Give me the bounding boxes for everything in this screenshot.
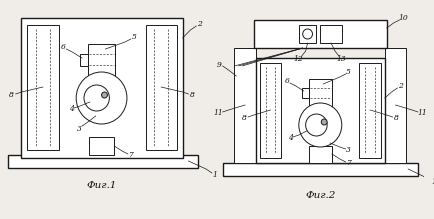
Bar <box>254 20 387 48</box>
Bar <box>302 88 309 98</box>
Bar <box>359 63 381 158</box>
Bar <box>256 58 385 163</box>
Bar <box>309 79 332 107</box>
Text: 4: 4 <box>288 134 293 142</box>
Text: 1: 1 <box>431 178 434 186</box>
Circle shape <box>102 92 108 98</box>
Text: 7: 7 <box>346 159 351 167</box>
Bar <box>27 25 59 150</box>
Text: 8: 8 <box>394 114 399 122</box>
Circle shape <box>303 29 312 39</box>
Text: 11: 11 <box>417 109 427 117</box>
Text: 8: 8 <box>242 114 247 122</box>
Text: 8: 8 <box>9 91 14 99</box>
Text: 2: 2 <box>197 20 202 28</box>
Text: 6: 6 <box>285 77 289 85</box>
Text: 6: 6 <box>61 43 66 51</box>
Bar <box>89 137 114 155</box>
Circle shape <box>76 72 127 124</box>
Text: 12: 12 <box>294 55 304 63</box>
Bar <box>299 25 316 43</box>
Bar <box>260 63 281 158</box>
Bar <box>88 44 115 76</box>
Bar <box>320 25 342 43</box>
Text: 7: 7 <box>128 151 133 159</box>
Text: 3: 3 <box>346 146 351 154</box>
Circle shape <box>299 103 342 147</box>
Bar <box>223 163 418 176</box>
Bar <box>8 155 198 168</box>
Text: 13: 13 <box>337 55 347 63</box>
Text: 11: 11 <box>214 109 224 117</box>
Text: 1: 1 <box>212 171 217 179</box>
Bar <box>145 25 177 150</box>
Text: 5: 5 <box>132 33 136 41</box>
Bar <box>22 18 183 158</box>
Circle shape <box>306 114 327 136</box>
Text: Фиг.1: Фиг.1 <box>86 180 117 189</box>
Bar <box>80 54 88 66</box>
Text: 2: 2 <box>398 82 403 90</box>
Text: 5: 5 <box>346 68 351 76</box>
Text: 4: 4 <box>69 105 74 113</box>
Bar <box>385 48 406 163</box>
Bar <box>234 48 256 163</box>
Bar <box>309 146 332 163</box>
Circle shape <box>84 85 109 111</box>
Text: Фиг.2: Фиг.2 <box>305 191 335 200</box>
Text: 9: 9 <box>216 61 221 69</box>
Text: 3: 3 <box>77 125 82 133</box>
Text: 10: 10 <box>398 14 408 22</box>
Text: 8: 8 <box>190 91 195 99</box>
Circle shape <box>321 119 327 125</box>
